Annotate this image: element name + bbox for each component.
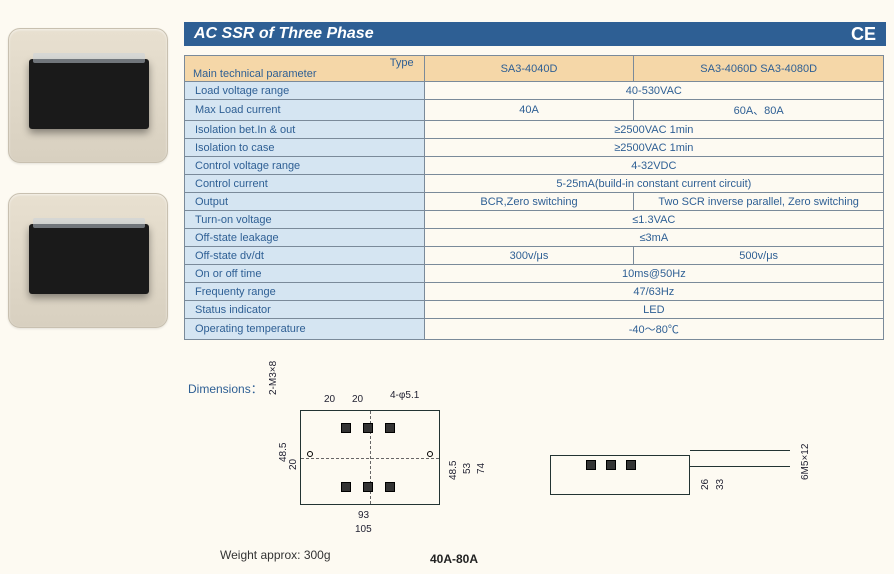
param-cell: Isolation bet.In & out	[185, 121, 425, 139]
dim-w-outer: 105	[355, 524, 372, 535]
param-cell: Turn-on voltage	[185, 211, 425, 229]
range-label: 40A-80A	[430, 552, 478, 566]
spec-table: Type Main technical parameter SA3-4040D …	[184, 55, 884, 340]
value-cell: 60A、80A	[634, 100, 884, 121]
dim-w-inner: 93	[358, 510, 369, 521]
value-cell: ≤3mA	[424, 229, 883, 247]
value-cell: 300v/μs	[424, 247, 634, 265]
param-cell: Frequenty range	[185, 283, 425, 301]
type-label: Type	[390, 57, 414, 69]
ce-mark: CE	[845, 22, 882, 46]
table-row: Turn-on voltage≤1.3VAC	[185, 211, 884, 229]
param-label: Main technical parameter	[193, 68, 317, 80]
table-row: Load voltage range40-530VAC	[185, 82, 884, 100]
product-photo-1	[8, 28, 168, 163]
param-cell: Max Load current	[185, 100, 425, 121]
dim-hole: 4-φ5.1	[390, 390, 419, 401]
value-cell: ≥2500VAC 1min	[424, 139, 883, 157]
table-row: Control voltage range4-32VDC	[185, 157, 884, 175]
value-cell: 5-25mA(build-in constant current circuit…	[424, 175, 883, 193]
param-cell: On or off time	[185, 265, 425, 283]
dim-pitch-1: 20	[324, 394, 335, 405]
dim-pitch-2: 20	[352, 394, 363, 405]
dim-slot: 2-M3×8	[268, 361, 279, 395]
param-cell: Load voltage range	[185, 82, 425, 100]
value-cell: 500v/μs	[634, 247, 884, 265]
type-col-1: SA3-4040D	[424, 56, 634, 82]
dim-h-inner: 53	[462, 463, 473, 474]
table-row: Off-state leakage≤3mA	[185, 229, 884, 247]
param-cell: Off-state leakage	[185, 229, 425, 247]
table-row: Max Load current40A60A、80A	[185, 100, 884, 121]
param-cell: Control current	[185, 175, 425, 193]
product-photo-2	[8, 193, 168, 328]
table-row: Isolation to case≥2500VAC 1min	[185, 139, 884, 157]
topview-outline	[300, 410, 440, 505]
value-cell: 47/63Hz	[424, 283, 883, 301]
table-row: On or off time10ms@50Hz	[185, 265, 884, 283]
dim-offset: 20	[288, 459, 299, 470]
value-cell: ≥2500VAC 1min	[424, 121, 883, 139]
dim-side-slot: 6M5×12	[800, 444, 811, 480]
value-cell: 40A	[424, 100, 634, 121]
value-cell: 10ms@50Hz	[424, 265, 883, 283]
param-cell: Output	[185, 193, 425, 211]
table-row: Isolation bet.In & out≥2500VAC 1min	[185, 121, 884, 139]
dimensions-label: Dimensions：	[188, 380, 263, 397]
value-cell: 40-530VAC	[424, 82, 883, 100]
table-row: Operating temperature-40～80℃	[185, 319, 884, 340]
type-col-2: SA3-4060D SA3-4080D	[634, 56, 884, 82]
value-cell: Two SCR inverse parallel, Zero switching	[634, 193, 884, 211]
table-row: Status indicatorLED	[185, 301, 884, 319]
table-row: OutputBCR,Zero switchingTwo SCR inverse …	[185, 193, 884, 211]
value-cell: 4-32VDC	[424, 157, 883, 175]
param-cell: Operating temperature	[185, 319, 425, 340]
dim-side-inner: 26	[700, 479, 711, 490]
param-cell: Status indicator	[185, 301, 425, 319]
section-title: AC SSR of Three Phase	[184, 22, 886, 46]
dim-half2: 48.5	[448, 461, 459, 480]
param-cell: Isolation to case	[185, 139, 425, 157]
param-header-cell: Type Main technical parameter	[185, 56, 425, 82]
table-row: Off-state dv/dt300v/μs500v/μs	[185, 247, 884, 265]
table-row: Control current5-25mA(build-in constant …	[185, 175, 884, 193]
weight-label: Weight approx: 300g	[220, 548, 331, 562]
product-photos	[8, 28, 168, 358]
dim-side-h: 33	[715, 479, 726, 490]
param-cell: Control voltage range	[185, 157, 425, 175]
param-cell: Off-state dv/dt	[185, 247, 425, 265]
table-header-row: Type Main technical parameter SA3-4040D …	[185, 56, 884, 82]
value-cell: -40～80℃	[424, 319, 883, 340]
value-cell: ≤1.3VAC	[424, 211, 883, 229]
value-cell: BCR,Zero switching	[424, 193, 634, 211]
table-row: Frequenty range47/63Hz	[185, 283, 884, 301]
dimensions-diagram: 20 20 4-φ5.1 2-M3×8 48.5 20 48.5 53 74 9…	[260, 390, 820, 540]
value-cell: LED	[424, 301, 883, 319]
sideview-outline	[550, 455, 690, 495]
dim-h-outer: 74	[476, 463, 487, 474]
